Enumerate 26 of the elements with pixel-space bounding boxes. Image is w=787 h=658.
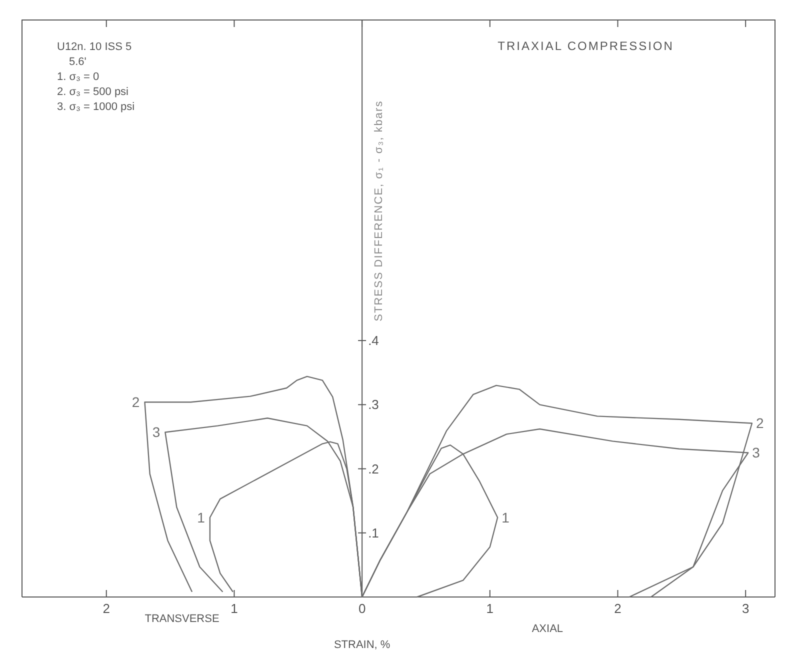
x-tick-label: 1 [486, 601, 494, 616]
y-tick-label: .1 [368, 525, 379, 540]
y-tick-label: .2 [368, 461, 379, 476]
x-tick-label: 2 [614, 601, 622, 616]
x-tick-label: 2 [102, 601, 110, 616]
text: TRIAXIAL COMPRESSION [498, 39, 674, 53]
x-tick-label: 3 [742, 601, 750, 616]
annotation: 3. σ₃ = 1000 psi [57, 101, 135, 113]
x-tick-label: 1 [230, 601, 238, 616]
series-label: 2 [132, 394, 140, 410]
y-tick-label: .4 [368, 333, 379, 348]
x-axis-title: STRAIN, % [334, 639, 390, 651]
annotation: 1. σ₃ = 0 [57, 71, 100, 83]
y-tick-label: .3 [368, 397, 379, 412]
series-label: 1 [502, 509, 510, 526]
text: AXIAL [532, 623, 564, 635]
annotation: U12n. 10 ISS 5 [57, 41, 132, 53]
series-label: 1 [197, 509, 206, 526]
series-label: 2 [756, 415, 764, 432]
series-label: 3 [152, 424, 160, 440]
annotation: 5.6' [69, 56, 86, 68]
y-axis-title: STRESS DIFFERENCE, σ₁ - σ₃, kbars [373, 100, 386, 322]
text: TRANSVERSE [144, 613, 220, 625]
annotation: 2. σ₃ = 500 psi [57, 86, 129, 98]
x-tick-label: 0 [358, 601, 366, 616]
series-label: 3 [752, 444, 760, 461]
